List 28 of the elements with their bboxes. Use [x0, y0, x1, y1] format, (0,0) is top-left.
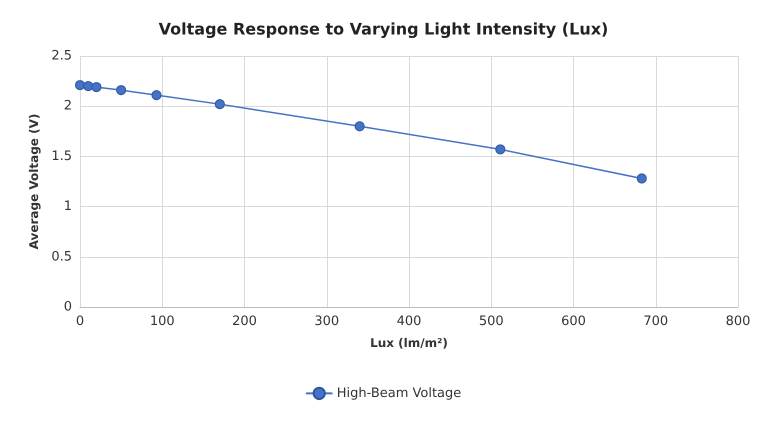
point — [636, 173, 647, 184]
legend-label: High-Beam Voltage — [336, 386, 462, 401]
point — [495, 144, 506, 154]
y-tick-label: 0.5 — [51, 249, 72, 264]
x-tick-label: 100 — [150, 314, 175, 329]
point — [75, 80, 85, 90]
x-tick-label: 800 — [726, 314, 750, 329]
x-tick-label: 300 — [314, 314, 340, 329]
y-tick-label: 0 — [64, 300, 72, 314]
point — [152, 90, 162, 100]
y-tick-label: 1 — [64, 199, 72, 214]
y-tick-label: 2.5 — [51, 48, 72, 64]
y-tick-label: 2 — [64, 98, 72, 114]
chart-title: Voltage Response to Varying Light Intensity (Lux) — [158, 20, 608, 38]
x-axis-title: Lux (lm/m²) — [370, 336, 448, 350]
point — [354, 121, 365, 132]
point — [214, 99, 225, 110]
x-tick-label: 700 — [643, 314, 668, 329]
y-axis-title: Average Voltage (V) — [27, 114, 41, 250]
x-tick-label: 600 — [561, 314, 586, 329]
point — [116, 85, 126, 96]
y-tick-label: 1.5 — [51, 148, 72, 164]
x-tick-label: 0 — [76, 314, 84, 329]
x-tick-label: 500 — [478, 314, 504, 329]
x-tick-label: 200 — [232, 314, 257, 329]
point — [83, 81, 94, 92]
point — [91, 82, 102, 92]
x-tick-label: 400 — [396, 314, 422, 329]
